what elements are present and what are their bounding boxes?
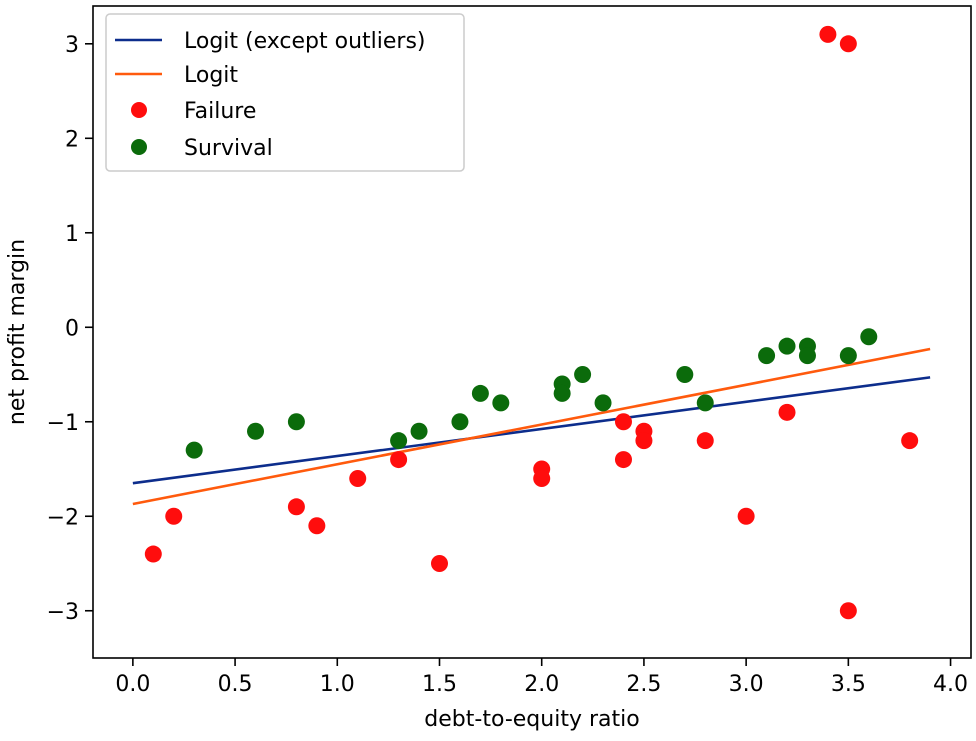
point-failure-3 — [308, 517, 326, 535]
point-failure-12 — [635, 432, 653, 450]
point-survival-5 — [451, 413, 469, 431]
y-tick-label: −1 — [47, 411, 79, 436]
point-survival-2 — [287, 413, 305, 431]
point-failure-16 — [819, 25, 837, 43]
point-survival-19 — [860, 328, 878, 346]
series-line-logit — [132, 347, 931, 506]
legend-label-logit-except-outliers: Logit (except outliers) — [184, 29, 425, 54]
x-tick-label: 4.0 — [933, 672, 968, 697]
point-survival-1 — [247, 422, 265, 440]
y-tick-label: 0 — [65, 316, 79, 341]
x-tick-label: 1.0 — [320, 672, 355, 697]
point-failure-5 — [390, 451, 408, 469]
x-tick-label: 2.0 — [524, 672, 559, 697]
plot-layer — [132, 25, 931, 620]
legend: Logit (except outliers) Logit Failure Su… — [105, 13, 465, 172]
point-failure-14 — [737, 507, 755, 525]
x-axis: 0.0 0.5 1.0 1.5 2.0 2.5 3.0 3.5 4.0 — [115, 658, 968, 697]
point-survival-13 — [696, 394, 714, 412]
point-survival-14 — [758, 347, 776, 365]
point-survival-3 — [390, 432, 408, 450]
y-axis: −3 −2 −1 0 1 2 3 — [47, 33, 93, 625]
point-survival-7 — [492, 394, 510, 412]
y-tick-label: −3 — [47, 600, 79, 625]
point-failure-17 — [839, 35, 857, 53]
point-survival-9 — [553, 384, 571, 402]
point-survival-12 — [676, 366, 694, 384]
point-failure-2 — [287, 498, 305, 516]
point-failure-9 — [614, 413, 632, 431]
y-tick-label: 3 — [65, 33, 79, 58]
point-survival-6 — [471, 384, 489, 402]
point-survival-18 — [839, 347, 857, 365]
x-axis-title: debt-to-equity ratio — [424, 707, 639, 732]
x-tick-label: 2.5 — [626, 672, 661, 697]
x-tick-label: 3.5 — [831, 672, 866, 697]
point-failure-19 — [901, 432, 919, 450]
point-failure-1 — [165, 507, 183, 525]
legend-marker-survival — [131, 139, 147, 155]
point-failure-18 — [839, 602, 857, 620]
point-failure-13 — [696, 432, 714, 450]
point-failure-0 — [144, 545, 162, 563]
y-tick-label: 2 — [65, 127, 79, 152]
y-axis-title: net profit margin — [5, 239, 30, 425]
series-line-logit-except-outliers — [132, 376, 931, 485]
point-failure-15 — [778, 403, 796, 421]
legend-label-logit: Logit — [184, 63, 238, 88]
x-tick-label: 1.5 — [422, 672, 457, 697]
x-tick-label: 0.0 — [115, 672, 150, 697]
legend-label-survival: Survival — [184, 136, 273, 161]
x-tick-label: 3.0 — [729, 672, 764, 697]
plot-frame — [92, 5, 972, 659]
point-survival-10 — [574, 366, 592, 384]
point-failure-6 — [430, 555, 448, 573]
y-tick-label: −2 — [47, 505, 79, 530]
y-tick-label: 1 — [65, 222, 79, 247]
x-tick-label: 0.5 — [218, 672, 253, 697]
point-survival-15 — [778, 337, 796, 355]
legend-label-failure: Failure — [184, 99, 256, 124]
point-failure-10 — [614, 451, 632, 469]
point-failure-4 — [349, 469, 367, 487]
legend-box — [105, 13, 465, 172]
point-failure-8 — [533, 469, 551, 487]
point-survival-0 — [185, 441, 203, 459]
point-survival-17 — [798, 347, 816, 365]
legend-marker-failure — [131, 102, 147, 118]
point-survival-4 — [410, 422, 428, 440]
point-survival-11 — [594, 394, 612, 412]
